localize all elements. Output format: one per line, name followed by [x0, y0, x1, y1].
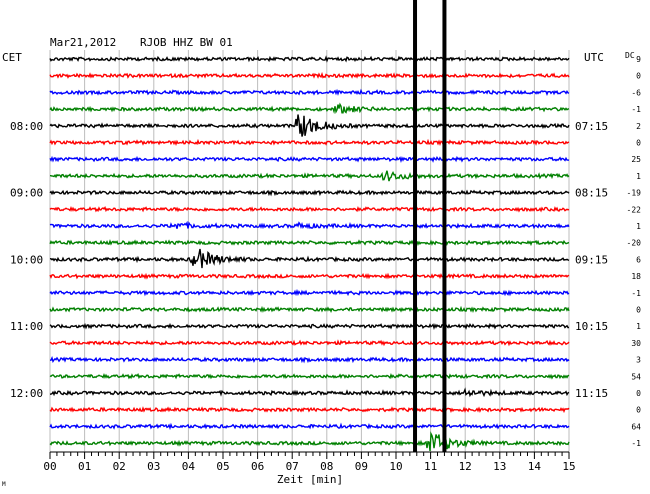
trace-row: [49, 239, 570, 247]
trace-row: [49, 55, 570, 63]
dc-offset-label: 18: [631, 272, 641, 281]
dc-offset-label: 1: [636, 222, 641, 231]
dc-offset-label: -1: [631, 105, 641, 114]
trace-row: [49, 88, 570, 96]
x-tick-label: 11: [424, 460, 437, 473]
dc-offset-header: DC: [625, 51, 635, 60]
trace-row: [49, 155, 570, 163]
dc-offset-label: 9: [636, 55, 641, 64]
x-tick-label: 10: [389, 460, 402, 473]
x-tick-label: 06: [251, 460, 264, 473]
trace-row: [49, 372, 570, 380]
left-hour-label: 10:00: [10, 253, 43, 266]
x-tick-label: 07: [286, 460, 299, 473]
dc-offset-label: -22: [627, 205, 642, 214]
dc-offset-label: 1: [636, 172, 641, 181]
x-tick-label: 15: [562, 460, 575, 473]
dc-offset-label: 0: [636, 139, 641, 148]
header-date: Mar21,2012: [50, 36, 116, 49]
dc-offset-label: -19: [627, 189, 642, 198]
dc-offset-label: 0: [636, 406, 641, 415]
trace-row: [49, 322, 570, 330]
dc-offset-label: 64: [631, 422, 641, 431]
dc-offset-label: 0: [636, 389, 641, 398]
dc-offset-label: 2: [636, 122, 641, 131]
trace-row: [49, 220, 570, 230]
trace-row: [49, 138, 570, 147]
x-tick-label: 01: [78, 460, 91, 473]
x-tick-label: 08: [320, 460, 333, 473]
trace-row: [49, 102, 570, 115]
trace-row: [50, 355, 570, 364]
trace-row: [49, 431, 570, 451]
trace-row: [49, 205, 570, 213]
right-hour-label: 07:15: [575, 120, 608, 133]
x-tick-label: 04: [182, 460, 196, 473]
dc-offset-label: 0: [636, 72, 641, 81]
trace-row: [49, 305, 570, 314]
trace-row: [49, 71, 570, 79]
right-hour-label: 09:15: [575, 253, 608, 266]
dc-offset-label: -20: [627, 239, 642, 248]
seismic-traces: [49, 55, 570, 451]
x-axis: 00 01 02 03 04 05 06 07 08 09 10 11 12 13 14 15: [43, 452, 576, 473]
right-hour-label: 10:15: [575, 320, 608, 333]
dc-offset-label: 1: [636, 322, 641, 331]
dc-offset-label: 3: [636, 356, 641, 365]
trace-row: [49, 422, 570, 431]
x-axis-title: Zeit [min]: [277, 473, 343, 486]
trace-row: [50, 170, 570, 182]
x-tick-label: 00: [43, 460, 56, 473]
x-tick-label: 12: [459, 460, 472, 473]
header-station: RJOB HHZ BW 01: [140, 36, 233, 49]
dc-offset-label: 25: [631, 155, 641, 164]
x-tick-label: 03: [147, 460, 160, 473]
dc-offset-label: -6: [631, 88, 641, 97]
trace-row: [49, 288, 570, 297]
left-hour-label: 09:00: [10, 187, 43, 200]
x-tick-label: 13: [493, 460, 506, 473]
x-tick-label: 14: [528, 460, 542, 473]
left-hour-label: 12:00: [10, 387, 43, 400]
trace-row: [49, 387, 570, 398]
footer-mark: M: [2, 481, 6, 488]
left-hour-label: 08:00: [10, 120, 43, 133]
left-hour-label: 11:00: [10, 320, 43, 333]
trace-row: [49, 406, 570, 414]
trace-row: [49, 248, 570, 269]
right-hour-label: 08:15: [575, 187, 608, 200]
dc-offset-label: 0: [636, 306, 641, 315]
dc-offset-label: 6: [636, 255, 641, 264]
plot-grid: [49, 50, 570, 453]
trace-row: [49, 339, 570, 347]
row-labels: 08:00 09:00 10:00 11:00 12:00 07:15 08:15 09:15…: [10, 55, 641, 448]
dc-offset-label: 54: [631, 372, 641, 381]
dc-offset-label: 30: [631, 339, 641, 348]
trace-row: [49, 114, 570, 137]
left-timezone-label: CET: [2, 51, 22, 64]
right-timezone-label: UTC: [584, 51, 604, 64]
trace-row: [49, 272, 570, 280]
dc-offset-label: -1: [631, 439, 641, 448]
x-tick-label: 05: [216, 460, 229, 473]
right-hour-label: 11:15: [575, 387, 608, 400]
dc-offset-label: -1: [631, 289, 641, 298]
trace-row: [49, 189, 570, 197]
x-tick-label: 02: [113, 460, 126, 473]
x-tick-label: 09: [355, 460, 368, 473]
event-markers: [413, 0, 447, 452]
